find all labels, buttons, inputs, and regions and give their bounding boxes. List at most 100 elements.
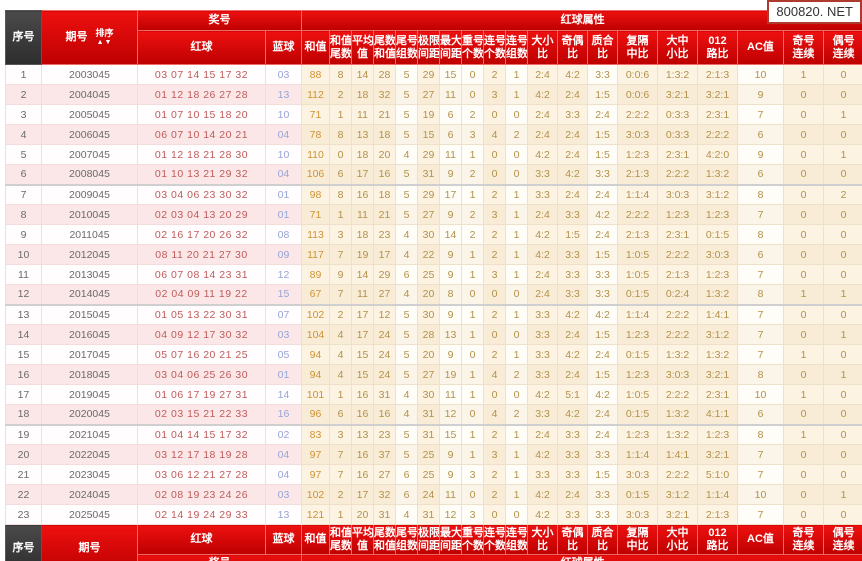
cell-consecutive-count: 2 — [483, 184, 506, 205]
cell-repeat-count: 1 — [461, 364, 484, 385]
cell-road-012-ratio: 1:3:2 — [697, 344, 738, 365]
cell-red-balls: 01 12 18 26 27 28 — [137, 84, 266, 105]
cell-even-consecutive: 1 — [822, 144, 862, 165]
table-row: 20 2022045 03 12 17 18 19 28 04 97 7 16 37 5 25 9 1… — [5, 444, 862, 465]
cell-ac-value: 8 — [737, 284, 784, 306]
cell-blue-ball: 02 — [265, 424, 302, 445]
cell-red-balls: 02 16 17 20 26 32 — [137, 224, 266, 245]
cell-prime-composite-ratio: 3:3 — [587, 504, 618, 525]
cell-consecutive-count: 3 — [483, 204, 506, 225]
cell-span: 27 — [417, 84, 440, 105]
cell-fu-ge-zhong-ratio: 1:0:5 — [617, 244, 658, 265]
cell-span: 28 — [417, 324, 440, 345]
cell-prime-composite-ratio: 3:3 — [587, 484, 618, 505]
cell-period: 2023045 — [41, 464, 138, 485]
cell-odd-consecutive: 0 — [783, 244, 824, 265]
table-row: 15 2017045 05 07 16 20 21 25 05 94 4 15 24 5 20 9 0… — [5, 344, 862, 365]
cell-tail-sum: 18 — [373, 184, 396, 205]
cell-even-consecutive: 1 — [822, 284, 862, 306]
cell-period: 2010045 — [41, 204, 138, 225]
cell-prime-composite-ratio: 2:4 — [587, 224, 618, 245]
cell-mean: 18 — [351, 84, 374, 105]
header-red-balls: 红球 — [137, 30, 266, 65]
cell-even-consecutive: 0 — [822, 264, 862, 285]
cell-ac-value: 7 — [737, 344, 784, 365]
cell-road-012-ratio: 1:3:2 — [697, 284, 738, 306]
cell-tail-groups: 5 — [395, 424, 418, 445]
sort-arrows-icon[interactable]: ▲▼ — [96, 38, 113, 46]
header-attr-odd-even-ratio: 奇偶比 — [557, 30, 588, 65]
cell-fu-ge-zhong-ratio: 2:1:3 — [617, 164, 658, 186]
cell-span: 29 — [417, 184, 440, 205]
cell-consecutive-count: 0 — [483, 144, 506, 165]
cell-ac-value: 6 — [737, 404, 784, 426]
cell-tail-groups: 6 — [395, 464, 418, 485]
cell-mean: 11 — [351, 204, 374, 225]
cell-sum: 71 — [301, 204, 330, 225]
footer-attr-odd-even-ratio: 奇偶比 — [557, 524, 588, 555]
footer-serial: 序号 — [5, 524, 42, 561]
cell-sum-tail: 3 — [329, 424, 352, 445]
cell-consecutive-count: 2 — [483, 464, 506, 485]
cell-ac-value: 8 — [737, 364, 784, 385]
cell-even-consecutive: 0 — [822, 464, 862, 485]
table-row: 23 2025045 02 14 19 24 29 33 13 121 1 20 31 4 31 1… — [5, 504, 862, 525]
cell-tail-sum: 27 — [373, 464, 396, 485]
cell-fu-ge-zhong-ratio: 3:0:3 — [617, 124, 658, 145]
cell-consecutive-groups: 1 — [505, 84, 528, 105]
table-row: 7 2009045 03 04 06 23 30 32 01 98 8 16 18 5 29 17 1… — [5, 184, 862, 205]
header-period: 期号 排序 ▲▼ — [41, 10, 138, 65]
cell-big-mid-small-ratio: 1:3:2 — [657, 344, 698, 365]
cell-blue-ball: 04 — [265, 444, 302, 465]
cell-max-gap: 11 — [439, 384, 462, 405]
cell-fu-ge-zhong-ratio: 1:0:5 — [617, 384, 658, 405]
cell-mean: 18 — [351, 144, 374, 165]
cell-big-mid-small-ratio: 2:2:2 — [657, 464, 698, 485]
cell-sum-tail: 4 — [329, 344, 352, 365]
cell-max-gap: 9 — [439, 164, 462, 186]
cell-consecutive-count: 3 — [483, 264, 506, 285]
sort-control[interactable]: 排序 ▲▼ — [95, 28, 113, 47]
cell-repeat-count: 2 — [461, 204, 484, 225]
cell-period: 2025045 — [41, 504, 138, 525]
table-header: 序号 期号 排序 ▲▼ 奖号 红球属性 红球 蓝球 和值 和值 尾数 平均值尾数 和值 尾号 组数 极限 间距最… — [5, 10, 862, 65]
cell-mean: 20 — [351, 504, 374, 525]
cell-sum: 96 — [301, 404, 330, 426]
cell-repeat-count: 3 — [461, 464, 484, 485]
cell-sum: 112 — [301, 84, 330, 105]
cell-fu-ge-zhong-ratio: 2:2:2 — [617, 104, 658, 125]
cell-period: 2004045 — [41, 84, 138, 105]
cell-big-small-ratio: 3:3 — [527, 344, 558, 365]
cell-big-mid-small-ratio: 2:2:2 — [657, 164, 698, 186]
header-serial: 序号 — [5, 10, 42, 65]
cell-period: 2012045 — [41, 244, 138, 265]
cell-mean: 11 — [351, 284, 374, 306]
cell-red-balls: 03 04 06 25 26 30 — [137, 364, 266, 385]
cell-odd-even-ratio: 2:4 — [557, 484, 588, 505]
cell-serial: 9 — [5, 224, 42, 245]
cell-consecutive-groups: 1 — [505, 244, 528, 265]
cell-road-012-ratio: 2:3:1 — [697, 104, 738, 125]
cell-max-gap: 9 — [439, 244, 462, 265]
table-row: 17 2019045 01 06 17 19 27 31 14 101 1 16 31 4 30 1… — [5, 384, 862, 405]
cell-repeat-count: 0 — [461, 84, 484, 105]
cell-period: 2003045 — [41, 64, 138, 85]
cell-tail-groups: 5 — [395, 104, 418, 125]
footer-attr-sum: 和值 — [301, 524, 330, 555]
cell-ac-value: 7 — [737, 304, 784, 325]
header-attr-tail-groups: 尾号 组数 — [395, 30, 418, 65]
cell-big-small-ratio: 2:4 — [527, 204, 558, 225]
cell-consecutive-count: 2 — [483, 424, 506, 445]
table-row: 4 2006045 06 07 10 14 20 21 04 78 8 13 18 5 15 6 3 4… — [5, 124, 862, 145]
cell-period: 2018045 — [41, 364, 138, 385]
cell-mean: 17 — [351, 164, 374, 186]
cell-red-balls: 01 05 13 22 30 31 — [137, 304, 266, 325]
cell-tail-sum: 31 — [373, 504, 396, 525]
cell-red-balls: 02 04 09 11 19 22 — [137, 284, 266, 306]
cell-sum: 83 — [301, 424, 330, 445]
cell-serial: 23 — [5, 504, 42, 525]
cell-even-consecutive: 0 — [822, 84, 862, 105]
cell-red-balls: 01 04 14 15 17 32 — [137, 424, 266, 445]
cell-red-balls: 02 14 19 24 29 33 — [137, 504, 266, 525]
cell-serial: 22 — [5, 484, 42, 505]
